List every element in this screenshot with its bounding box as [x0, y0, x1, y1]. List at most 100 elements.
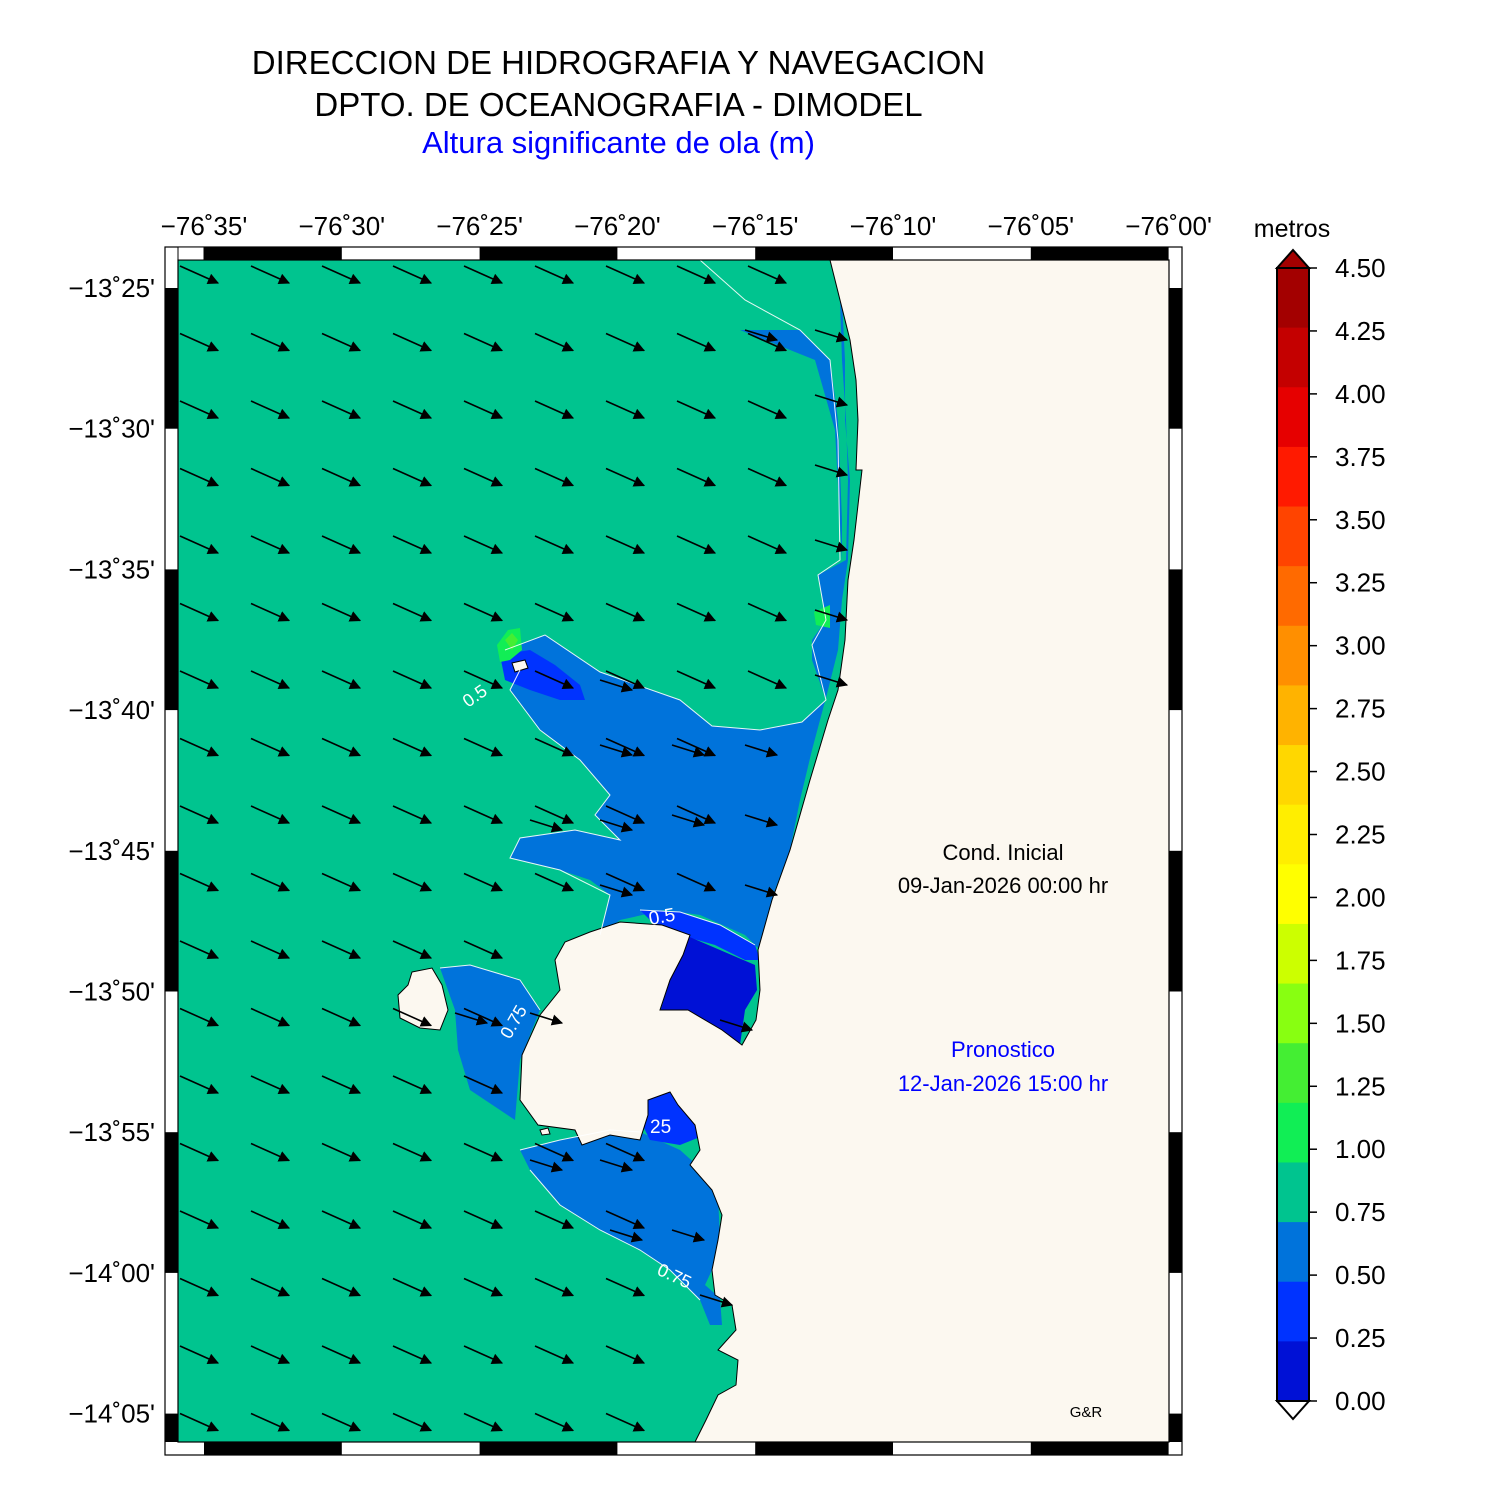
wave-arrow — [676, 872, 717, 892]
frame-bar-bottom — [204, 1442, 342, 1455]
wave-arrow — [605, 1142, 646, 1162]
wave-arrow — [321, 1142, 362, 1162]
wave-arrow — [744, 884, 779, 898]
wave-arrow — [321, 602, 362, 622]
longitude-tick-label: −76˚25' — [436, 211, 523, 241]
frame-bar-left — [165, 1413, 178, 1442]
initial-condition-label: Cond. Inicial — [942, 840, 1063, 865]
longitude-labels: −76˚35' −76˚30' −76˚25' −76˚20' −76˚15' −76˚1… — [161, 211, 1212, 241]
wave-arrow — [250, 602, 291, 622]
wave-arrow — [179, 1412, 220, 1432]
wave-arrow — [605, 805, 646, 824]
latitude-tick-label: −13˚25' — [68, 273, 155, 303]
contour-0-75-north — [504, 260, 841, 731]
wave-arrow — [605, 872, 646, 892]
wave-arrow — [599, 679, 634, 693]
contour-0-50-bay — [639, 909, 756, 946]
wave-arrow — [179, 670, 220, 689]
wave-arrow — [179, 1075, 220, 1094]
wave-arrow — [529, 1012, 564, 1026]
contour-label-4: 0.5 — [647, 905, 677, 930]
colorbar: 4.50 4.25 4.00 3.75 3.50 3.25 3.00 2.75 2.50 2.25… — [1274, 248, 1386, 1421]
land-rock — [511, 659, 529, 673]
colorbar-swatch — [1277, 1162, 1309, 1223]
wave-arrow — [814, 464, 849, 478]
wave-arrow — [814, 329, 849, 343]
wave-arrow — [605, 1210, 646, 1229]
wave-arrow — [671, 744, 706, 758]
wave-arrow — [250, 1345, 291, 1364]
colorbar-label: 4.00 — [1335, 379, 1386, 409]
wave-arrow — [392, 1075, 433, 1094]
colorbar-swatch — [1277, 1043, 1309, 1104]
wave-arrow — [179, 1142, 220, 1162]
latitude-tick-label: −13˚40' — [68, 695, 155, 725]
sea-zone-1-25-to-1-50-patch — [505, 633, 518, 650]
wave-arrow — [534, 737, 575, 757]
colorbar-unit: metros — [1254, 215, 1330, 243]
colorbar-swatch — [1277, 864, 1309, 925]
colorbar-label: 2.00 — [1335, 882, 1386, 912]
wave-arrow — [321, 400, 362, 419]
wave-arrow — [179, 1345, 220, 1364]
colorbar-swatch — [1277, 983, 1309, 1044]
wave-arrow — [392, 1345, 433, 1364]
wave-arrow — [605, 265, 646, 284]
wave-arrow — [179, 602, 220, 622]
frame-bar-bottom — [755, 1442, 893, 1455]
wave-arrow — [605, 1277, 646, 1297]
wave-arrow — [747, 670, 788, 689]
wave-arrow — [321, 1007, 362, 1027]
wave-arrow — [814, 674, 849, 688]
wave-arrow — [321, 265, 362, 284]
wave-arrow — [534, 872, 575, 892]
wave-arrow — [321, 332, 362, 352]
map-area: 0.5 0.75 25 0.5 0.75 — [178, 260, 1169, 1442]
wave-arrow — [179, 467, 220, 487]
colorbar-swatch — [1277, 625, 1309, 686]
wave-arrow — [463, 535, 504, 554]
frame-graduation — [165, 246, 1182, 1455]
forecast-label: Pronostico — [951, 1037, 1055, 1062]
wave-arrow — [605, 602, 646, 622]
colorbar-label: 1.75 — [1335, 945, 1386, 975]
frame-bar-left — [165, 850, 178, 992]
frame-bar-right — [1169, 1132, 1182, 1273]
wave-arrow — [699, 1294, 734, 1308]
wave-arrow — [605, 332, 646, 352]
longitude-tick-label: −76˚15' — [712, 211, 799, 241]
colorbar-label: 3.50 — [1335, 505, 1386, 535]
wave-arrow — [676, 805, 717, 824]
wave-arrow — [250, 1412, 291, 1432]
wave-arrow — [744, 814, 779, 828]
wave-arrow — [534, 670, 575, 689]
wave-arrow — [599, 884, 634, 898]
longitude-tick-label: −76˚30' — [298, 211, 385, 241]
wave-arrow — [605, 670, 646, 689]
wave-arrow — [250, 332, 291, 352]
sea-zone-0-25-to-0-50-south — [640, 1092, 705, 1145]
wave-arrow — [250, 670, 291, 689]
colorbar-label: 3.25 — [1335, 568, 1386, 598]
wave-arrow — [534, 265, 575, 284]
wave-arrow — [463, 1345, 504, 1364]
colorbar-label: 4.50 — [1335, 253, 1386, 283]
wave-arrow — [392, 1142, 433, 1162]
wave-arrow — [392, 1210, 433, 1229]
wave-arrow — [676, 400, 717, 419]
wave-arrow — [179, 737, 220, 757]
frame-bar-top — [1030, 247, 1169, 260]
longitude-tick-label: −76˚10' — [850, 211, 937, 241]
land-islet — [539, 1127, 551, 1136]
wave-arrow — [463, 1412, 504, 1432]
latitude-tick-label: −13˚50' — [68, 977, 155, 1007]
wave-arrow — [392, 737, 433, 757]
wave-arrow — [814, 539, 849, 553]
variable-title: Altura significante de ola (m) — [422, 125, 815, 160]
wave-arrow — [676, 265, 717, 284]
wave-arrow — [250, 737, 291, 757]
wave-arrow — [392, 400, 433, 419]
wave-arrow — [599, 819, 634, 833]
wave-arrow — [534, 602, 575, 622]
wave-arrow — [744, 744, 779, 758]
